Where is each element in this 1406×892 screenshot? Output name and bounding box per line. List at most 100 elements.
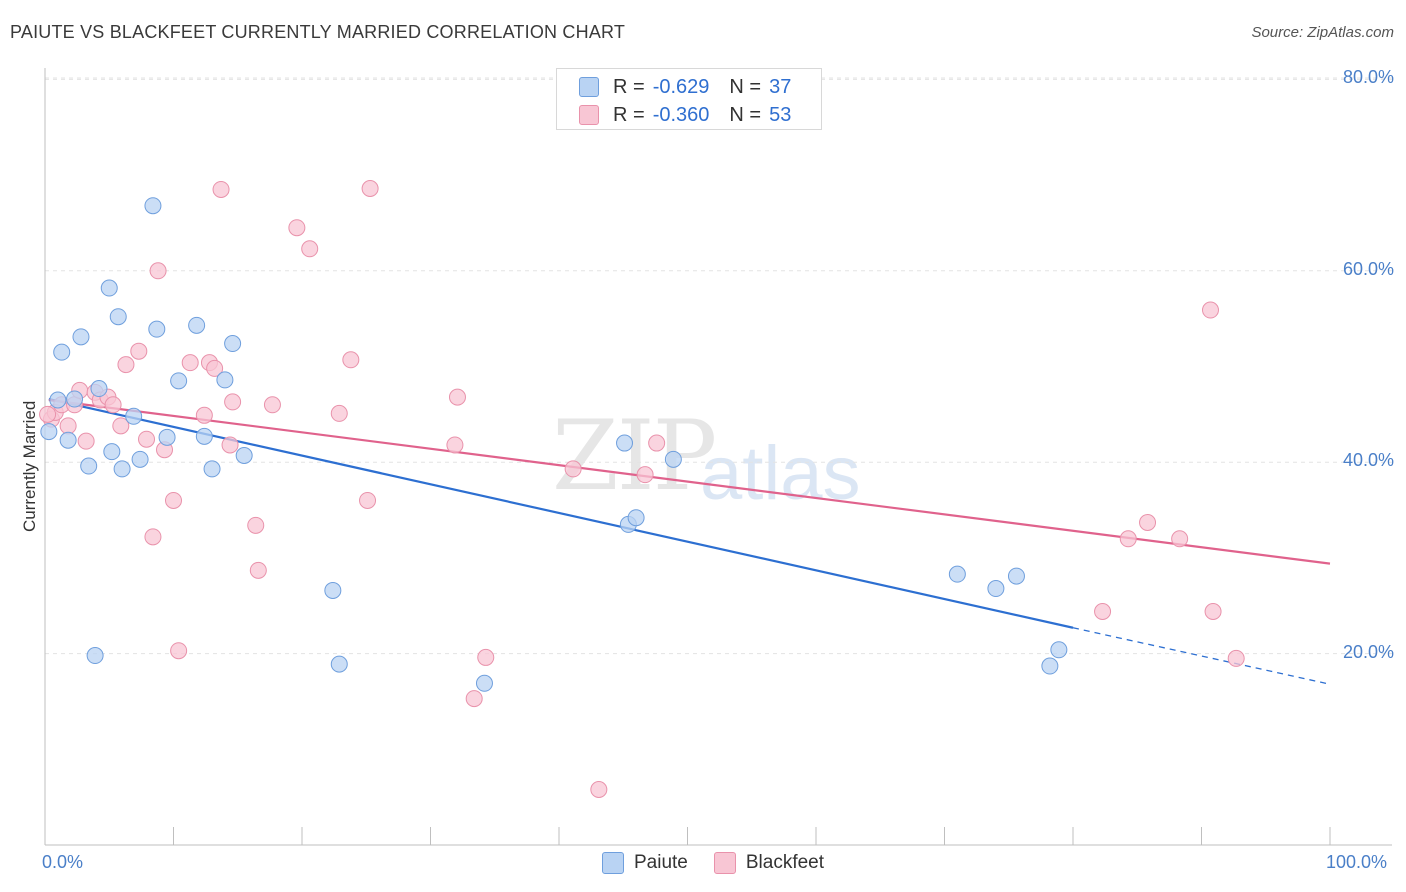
point-blackfeet [446, 436, 464, 454]
point-paiute [475, 674, 493, 692]
y-tick-label: 80.0% [1342, 67, 1394, 88]
point-paiute [113, 460, 131, 478]
point-blackfeet [1171, 530, 1189, 548]
point-paiute [72, 328, 90, 346]
blackfeet-legend-swatch [713, 852, 736, 874]
paiute-swatch [579, 77, 599, 97]
watermark-zip: ZIP [552, 400, 717, 512]
point-paiute [86, 647, 104, 665]
point-blackfeet [112, 417, 130, 435]
trend-lines [48, 397, 1331, 685]
point-blackfeet [130, 342, 148, 360]
point-paiute [203, 460, 221, 478]
point-blackfeet [590, 780, 608, 798]
point-blackfeet [359, 491, 377, 509]
point-paiute [188, 316, 206, 334]
chart-title: PAIUTE VS BLACKFEET CURRENTLY MARRIED CO… [10, 22, 626, 42]
trend-line-blackfeet [48, 398, 1331, 565]
point-paiute [148, 320, 166, 338]
point-paiute [53, 343, 71, 361]
point-blackfeet [301, 240, 319, 258]
point-blackfeet [477, 648, 495, 666]
point-blackfeet [448, 388, 466, 406]
point-blackfeet [361, 179, 379, 197]
legend-item-blackfeet[interactable]: Blackfeet [713, 852, 824, 874]
point-blackfeet [1201, 301, 1219, 319]
point-paiute [90, 380, 108, 398]
point-paiute [330, 655, 348, 673]
point-paiute [40, 423, 58, 441]
point-blackfeet [170, 642, 188, 660]
point-blackfeet [59, 417, 77, 435]
legend-item-paiute[interactable]: Paiute [602, 852, 688, 874]
paiute-r-value: -0.629 [652, 75, 710, 98]
point-paiute [616, 434, 634, 452]
point-blackfeet [288, 219, 306, 237]
point-paiute [144, 197, 162, 215]
series-legend: Paiute Blackfeet [602, 852, 850, 874]
point-paiute [627, 509, 645, 527]
point-paiute [1050, 641, 1068, 659]
point-blackfeet [247, 516, 265, 534]
point-blackfeet [221, 436, 239, 454]
point-blackfeet [39, 405, 57, 423]
point-blackfeet [1119, 530, 1137, 548]
point-blackfeet [224, 393, 242, 411]
blackfeet-r-value: -0.360 [652, 103, 710, 126]
source-credit: Source: ZipAtlas.com [1251, 24, 1394, 41]
point-paiute [324, 581, 342, 599]
n-label: N = [729, 103, 762, 126]
point-paiute [131, 450, 149, 468]
paiute-n-value: 37 [769, 75, 792, 98]
point-paiute [59, 431, 77, 449]
point-paiute [948, 565, 966, 583]
point-blackfeet [249, 561, 267, 579]
y-tick-label: 60.0% [1342, 258, 1394, 279]
watermark-atlas: atlas [700, 431, 861, 516]
point-paiute [1007, 567, 1025, 585]
point-paiute [170, 372, 188, 390]
point-blackfeet [564, 460, 582, 478]
point-blackfeet [648, 434, 666, 452]
point-blackfeet [144, 528, 162, 546]
point-paiute [235, 447, 253, 465]
point-blackfeet [117, 356, 135, 374]
correlation-legend: R = -0.629 N = 37 R = -0.360 N = 53 [556, 68, 822, 130]
n-label: N = [729, 75, 762, 98]
y-tick-label: 20.0% [1342, 641, 1394, 662]
point-paiute [224, 335, 242, 353]
point-blackfeet [149, 262, 167, 280]
trend-line-paiute [48, 397, 1074, 629]
point-paiute [1041, 657, 1059, 675]
point-blackfeet [206, 359, 224, 377]
point-paiute [66, 390, 84, 408]
y-tick-label: 40.0% [1342, 450, 1394, 471]
point-blackfeet [77, 432, 95, 450]
point-paiute [103, 443, 121, 461]
point-blackfeet [104, 396, 122, 414]
point-blackfeet [1094, 602, 1112, 620]
point-paiute [109, 308, 127, 326]
r-label: R = [613, 75, 645, 98]
point-paiute [195, 427, 213, 445]
paiute-legend-swatch [602, 852, 624, 874]
point-paiute [216, 371, 234, 389]
legend-label-paiute: Paiute [634, 852, 688, 873]
point-paiute [987, 580, 1005, 598]
point-blackfeet [1204, 602, 1222, 620]
point-blackfeet [1139, 513, 1157, 531]
point-blackfeet [165, 491, 182, 509]
point-blackfeet [263, 396, 281, 414]
x-tick-label-min: 0.0% [42, 852, 84, 872]
point-paiute [158, 428, 176, 446]
data-points [39, 112, 1245, 798]
point-paiute [664, 450, 682, 468]
point-paiute [125, 407, 143, 425]
y-axis-label: Currently Married [20, 400, 39, 532]
gridlines [45, 77, 1392, 655]
blackfeet-n-value: 53 [769, 103, 792, 126]
point-paiute [80, 457, 98, 475]
point-blackfeet [138, 430, 156, 448]
point-blackfeet [212, 180, 230, 198]
